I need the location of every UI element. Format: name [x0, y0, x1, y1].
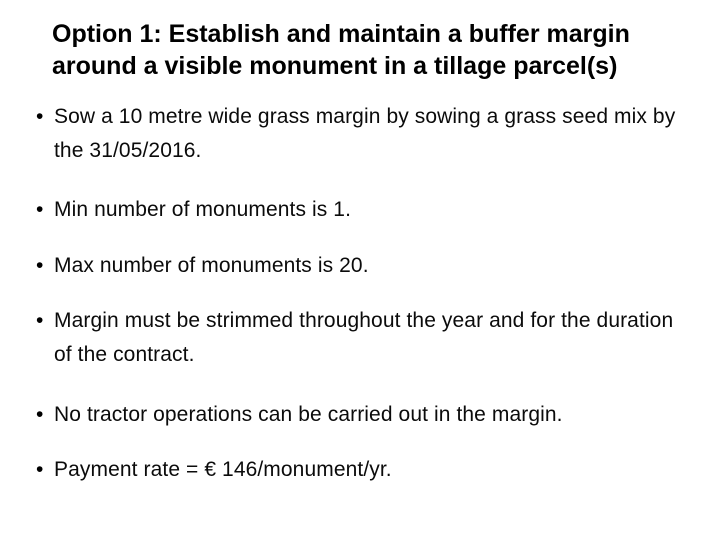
bullet-text: Min number of monuments is 1.: [54, 198, 351, 221]
slide: Option 1: Establish and maintain a buffe…: [0, 0, 720, 540]
list-item: Payment rate = € 146/monument/yr.: [32, 453, 688, 487]
bullet-text: Max number of monuments is 20.: [54, 254, 369, 277]
bullet-text: Margin must be strimmed throughout the y…: [54, 309, 673, 366]
list-item: Max number of monuments is 20.: [32, 249, 688, 283]
bullet-text: Sow a 10 metre wide grass margin by sowi…: [54, 105, 675, 162]
list-item: Sow a 10 metre wide grass margin by sowi…: [32, 100, 688, 167]
bullet-text: Payment rate = € 146/monument/yr.: [54, 458, 392, 481]
bullet-list: Sow a 10 metre wide grass margin by sowi…: [32, 100, 688, 487]
list-item: No tractor operations can be carried out…: [32, 398, 688, 432]
list-item: Min number of monuments is 1.: [32, 193, 688, 227]
slide-title-block: Option 1: Establish and maintain a buffe…: [52, 18, 680, 82]
list-item: Margin must be strimmed throughout the y…: [32, 304, 688, 371]
bullet-text: No tractor operations can be carried out…: [54, 403, 563, 426]
slide-title: Option 1: Establish and maintain a buffe…: [52, 18, 680, 82]
